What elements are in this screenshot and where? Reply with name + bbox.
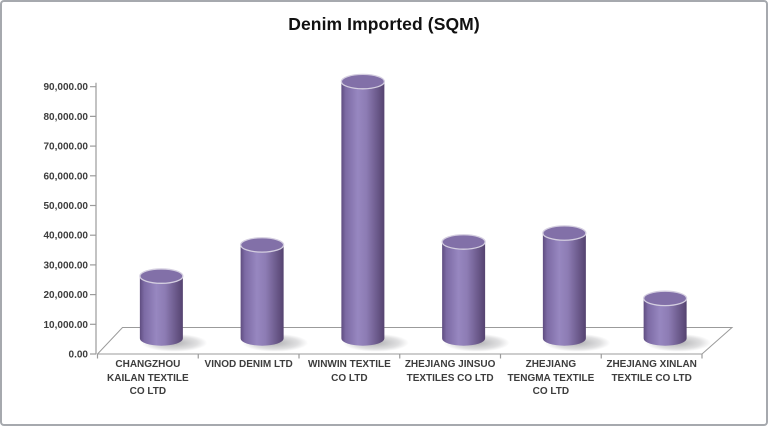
y-axis-tick-label: 80,000.00	[44, 112, 89, 123]
y-axis-tick-label: 0.00	[69, 350, 89, 361]
y-axis-tick-label: 10,000.00	[44, 320, 89, 331]
bar-cylinder-body	[442, 241, 486, 346]
bar-cylinder-top	[642, 290, 688, 307]
chart-title: Denim Imported (SQM)	[288, 14, 480, 34]
category-label: ZHEJIANG JINSUO TEXTILES CO LTD	[404, 359, 496, 384]
bar-cylinder	[542, 225, 587, 346]
bar-cylinder-top	[139, 268, 184, 284]
y-axis-tick-label: 30,000.00	[44, 260, 89, 271]
bar-cylinder	[139, 268, 184, 346]
y-axis-tick-label: 90,000.00	[44, 82, 89, 93]
category-label: CHANGZHOU KAILAN TEXTILE CO LTD	[107, 359, 189, 397]
bar-cylinder-body	[139, 276, 183, 346]
bar-cylinder	[441, 234, 486, 346]
category-label: WINWIN TEXTILE CO LTD	[307, 359, 391, 384]
bar-cylinder-body	[240, 244, 284, 346]
bar-cylinder-top	[340, 73, 386, 90]
y-axis-tick-label: 40,000.00	[44, 231, 89, 242]
category-label: ZHEJIANG TENGMA TEXTILE CO LTD	[507, 359, 595, 397]
bar-cylinder-top	[542, 225, 587, 241]
bar-cylinder-body	[643, 298, 687, 346]
bar-cylinder-body	[341, 81, 385, 346]
category-label: ZHEJIANG XINLAN TEXTILE CO LTD	[606, 359, 697, 384]
bar-cylinder-top	[441, 234, 486, 250]
bar-cylinder-body	[542, 233, 586, 346]
bar-cylinder	[642, 290, 688, 346]
bar-cylinder	[340, 73, 386, 346]
category-label: VINOD DENIM LTD	[204, 359, 293, 370]
bar-cylinder-top	[239, 237, 285, 253]
bar-cylinder	[239, 237, 285, 346]
y-axis-tick-label: 70,000.00	[44, 142, 89, 153]
y-axis-tick-label: 50,000.00	[44, 201, 89, 212]
y-axis-tick-label: 60,000.00	[44, 171, 89, 182]
y-axis-tick-label: 20,000.00	[44, 290, 89, 301]
